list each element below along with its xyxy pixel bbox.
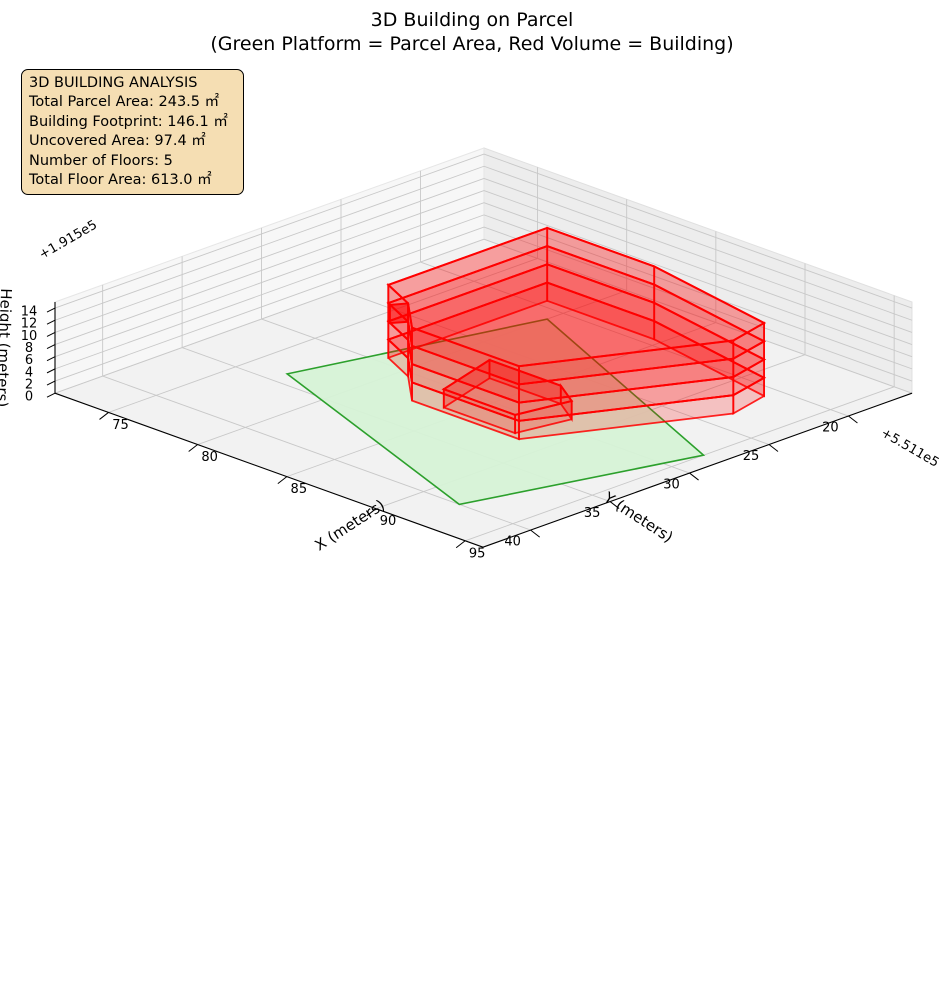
wall-grid-z-right (483, 202, 913, 358)
wall-grid-z-right (483, 177, 913, 333)
info-line-floors: Number of Floors: 5 (29, 152, 173, 169)
chart-title-line2: (Green Platform = Parcel Area, Red Volum… (210, 33, 733, 55)
wall-grid-z-right (483, 153, 913, 309)
z-tick-mark (46, 392, 56, 398)
x-tick-label: 75 (112, 418, 129, 433)
info-heading: 3D BUILDING ANALYSIS (29, 75, 198, 91)
axis-lines (54, 302, 913, 548)
z-tick-label: 4 (25, 365, 33, 380)
floor-grid-x (108, 258, 538, 413)
x-axis-label: X (meters) (311, 496, 388, 554)
x-tick-label: 85 (291, 482, 308, 497)
z-tick-mark (46, 356, 56, 362)
wall-grid-z-left (54, 177, 485, 333)
wall-grid-z-left (54, 190, 485, 345)
z-tick-label: 12 (21, 317, 38, 332)
wall-grid-z-left (54, 214, 485, 370)
z-tick-mark (46, 331, 56, 337)
y-axis-line (482, 392, 913, 548)
x-axis-line (54, 392, 484, 548)
z-tick-label: 8 (25, 341, 33, 356)
y-tick-label: 20 (822, 421, 839, 436)
wall-grid-z-left (54, 238, 485, 394)
wall-grid-z-right (483, 238, 913, 394)
z-axis-label: Height (meters) (0, 288, 15, 408)
z-tick-label: 10 (21, 329, 38, 344)
info-box: 3D BUILDING ANALYSIS Total Parcel Area: … (21, 69, 244, 196)
z-tick-label: 0 (25, 390, 33, 405)
y-tick-mark (609, 501, 620, 509)
y-tick-mark (689, 472, 699, 481)
info-line-floor-area: Total Floor Area: 613.0 ㎡ (29, 172, 212, 189)
x-tick-mark (99, 412, 109, 420)
wall-grid-z-right (483, 165, 913, 321)
x-tick-mark (455, 540, 466, 549)
y-tick-label: 25 (743, 449, 760, 464)
wall-grid-z-right (483, 214, 913, 370)
z-tick-label: 2 (25, 378, 33, 393)
wall-grid-z-left (54, 202, 485, 358)
data-marks (285, 226, 767, 506)
x-tick-label: 90 (380, 514, 397, 529)
z-tick-mark (46, 307, 56, 313)
x-tick-label: 95 (469, 546, 486, 561)
wall-grid-z-left (54, 226, 485, 382)
floor-grid-y (420, 261, 849, 417)
z-tick-mark (46, 344, 56, 350)
x-tick-mark (277, 476, 288, 485)
wall-grid-z-right (483, 190, 913, 345)
floor-5-top (386, 226, 767, 368)
y-axis-label: Y (meters) (600, 488, 677, 546)
z-tick-mark (46, 368, 56, 374)
z-tick-label: 14 (21, 305, 38, 320)
wall-grid-z-left (54, 165, 485, 321)
y-tick-mark (848, 415, 858, 424)
y-tick-label: 35 (584, 506, 601, 521)
info-line-parcel-area: Total Parcel Area: 243.5 ㎡ (29, 94, 220, 111)
info-line-footprint: Building Footprint: 146.1 ㎡ (29, 113, 228, 130)
x-offset-label: +1.915e5 (37, 218, 100, 263)
chart-title-line1: 3D Building on Parcel (371, 9, 574, 31)
floor-grid-x (465, 386, 895, 542)
wall-grid-z-right (483, 226, 913, 382)
x-tick-mark (366, 508, 377, 517)
x-tick-mark (188, 444, 198, 452)
z-tick-mark (46, 319, 56, 325)
y-tick-label: 40 (504, 535, 521, 550)
z-tick-mark (46, 380, 56, 386)
y-tick-label: 30 (663, 478, 680, 493)
notch-wall (388, 302, 410, 325)
wall-grid-z-left (54, 153, 485, 309)
y-tick-mark (530, 529, 540, 538)
x-tick-label: 80 (201, 450, 218, 465)
z-tick-label: 6 (25, 353, 33, 368)
info-line-uncovered: Uncovered Area: 97.4 ㎡ (29, 133, 206, 150)
y-offset-label: +5.511e5 (878, 426, 941, 471)
y-tick-mark (768, 444, 779, 452)
